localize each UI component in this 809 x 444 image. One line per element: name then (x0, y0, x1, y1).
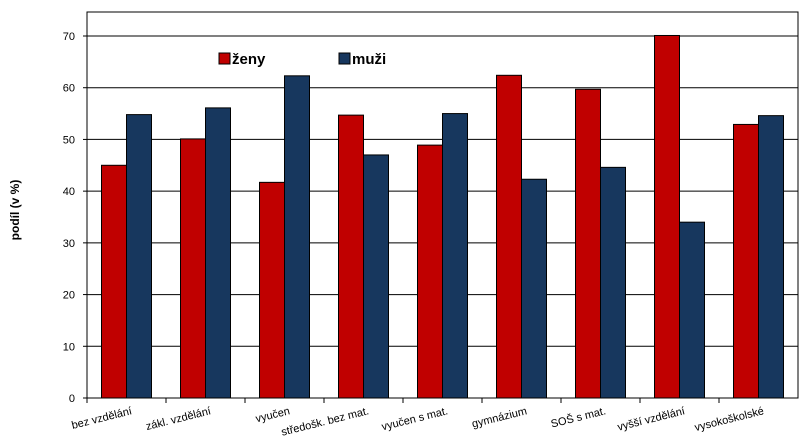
bar-muzi (205, 107, 231, 399)
bar-muzi (679, 221, 705, 399)
axes (83, 11, 799, 403)
bar-zeny (496, 74, 522, 399)
bar-zeny (575, 88, 601, 399)
bar-zeny (733, 123, 759, 399)
bar-zeny (338, 114, 364, 399)
legend-swatch (338, 52, 351, 65)
bar-zeny (101, 164, 127, 399)
x-category-label: vyšší vzdělání (616, 405, 686, 433)
legend-swatch (218, 52, 231, 65)
x-category-label: zákl. vzdělání (145, 405, 213, 433)
bar-zeny (654, 34, 680, 399)
x-category-label: gymnázium (471, 405, 528, 430)
legend-label: ženy (232, 51, 266, 68)
x-category-label: středošk. bez mat. (280, 405, 370, 438)
x-category-label: SOŠ s mat. (550, 404, 608, 430)
bar-zeny (180, 138, 206, 399)
y-tick-label: 70 (63, 31, 75, 43)
legend-label: muži (352, 51, 386, 68)
y-tick-labels: 0 10 20 30 40 50 60 70 (63, 31, 75, 405)
bar-muzi (521, 178, 547, 399)
plot-frame (86, 11, 799, 399)
y-tick-label: 30 (63, 238, 75, 250)
y-axis-title: podíl (v %) (8, 180, 22, 241)
bar-muzi (600, 166, 626, 399)
bars (101, 34, 784, 399)
bar-muzi (363, 154, 389, 399)
bar-muzi (758, 115, 784, 399)
y-tick-label: 60 (63, 83, 75, 95)
bar-muzi (126, 114, 152, 399)
bar-zeny (259, 181, 285, 399)
x-category-label: vyučen (254, 405, 291, 425)
y-tick-label: 40 (63, 186, 75, 198)
legend: ženy muži (218, 51, 386, 68)
x-category-label: vyučen s mat. (380, 405, 449, 433)
y-tick-label: 0 (69, 393, 75, 405)
bar-muzi (284, 75, 310, 399)
bar-muzi (442, 113, 468, 399)
y-tick-label: 50 (63, 134, 75, 146)
y-tick-label: 10 (63, 341, 75, 353)
x-category-label: bez vzdělání (70, 405, 133, 432)
bar-zeny (417, 144, 443, 399)
x-category-labels: bez vzdělání zákl. vzdělání vyučenstředošk… (70, 404, 765, 438)
y-tick-label: 20 (63, 290, 75, 302)
x-category-label: vysokoškolské (694, 405, 766, 434)
